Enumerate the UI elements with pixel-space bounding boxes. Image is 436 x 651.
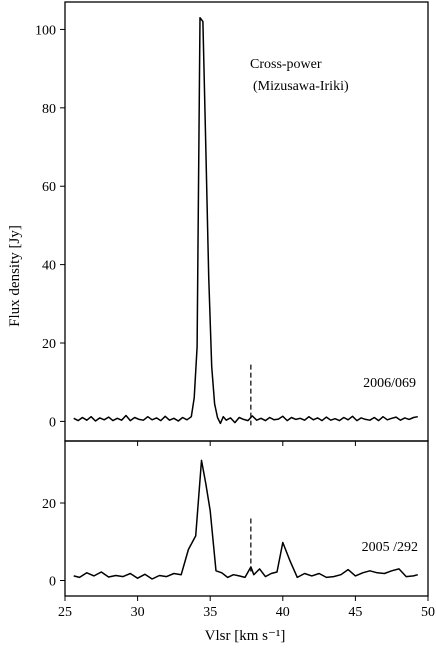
annotation-title: Cross-power	[250, 57, 322, 72]
annotation-subtitle: (Mizusawa-Iriki)	[253, 79, 349, 94]
x-tick-label: 40	[276, 605, 290, 620]
x-tick-label: 30	[131, 605, 145, 620]
spectrum-line-1	[73, 16, 418, 425]
y-tick-label-1: 80	[42, 102, 56, 117]
x-tick-label: 25	[58, 605, 72, 620]
x-tick-label: 45	[348, 605, 362, 620]
epoch-label-bottom: 2005 /292	[362, 540, 418, 555]
chart-text: Cross-power (Mizusawa-Iriki) 2006/069 20…	[7, 57, 418, 644]
x-axis-label: Vlsr [km s⁻¹]	[205, 628, 286, 644]
panel-frame-2	[64, 440, 429, 597]
y-tick-label-1: 20	[42, 337, 56, 352]
epoch-label-top: 2006/069	[363, 376, 416, 391]
series-lines	[73, 16, 419, 580]
spectrum-line-2	[73, 459, 419, 580]
y-tick-label-2: 20	[42, 497, 56, 512]
y-tick-label-1: 0	[49, 415, 56, 430]
y-tick-label-2: 0	[49, 575, 56, 590]
y-tick-label-1: 60	[42, 180, 56, 195]
panel-frames	[64, 1, 429, 597]
y-tick-label-1: 40	[42, 259, 56, 274]
axis-ticks: 0 20 40 60 80 100 0 20 25 30 35 40 45 50	[35, 23, 435, 620]
x-tick-label: 50	[421, 605, 435, 620]
y-axis-label: Flux density [Jy]	[7, 225, 23, 327]
x-tick-label: 35	[203, 605, 217, 620]
y-tick-label-1: 100	[35, 23, 56, 38]
